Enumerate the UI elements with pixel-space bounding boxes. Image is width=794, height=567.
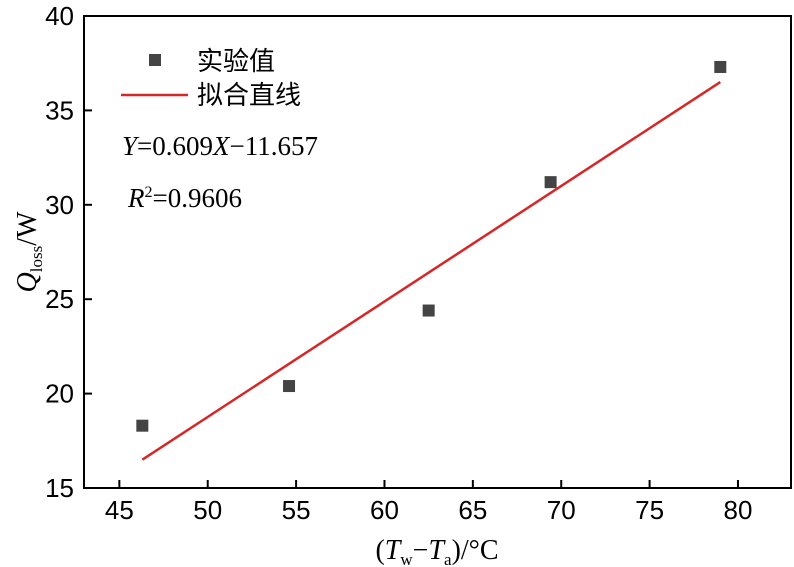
legend-marker-square bbox=[149, 54, 161, 66]
x-title-open-paren: ( bbox=[375, 535, 384, 566]
y-title-q: Q bbox=[12, 272, 43, 292]
fit-line bbox=[141, 81, 721, 461]
x-title-t-a: T bbox=[428, 535, 446, 566]
x-tick-label: 70 bbox=[547, 495, 576, 525]
x-tick-label: 55 bbox=[282, 495, 311, 525]
x-axis-title: (Tw−Ta)/°C bbox=[375, 535, 498, 567]
x-title-sub-a: a bbox=[444, 550, 452, 567]
x-title-t-w: T bbox=[385, 535, 403, 566]
r2-superscript: 2 bbox=[145, 184, 153, 201]
plot-axes bbox=[83, 15, 792, 489]
x-axis-ticks: 45 50 55 60 65 70 75 80 bbox=[105, 480, 753, 525]
y-tick-label: 30 bbox=[45, 190, 74, 220]
equation-x-symbol: X bbox=[212, 131, 231, 161]
x-title-unit: )/°C bbox=[452, 535, 499, 566]
y-tick-label: 35 bbox=[45, 95, 74, 125]
y-tick-label: 20 bbox=[45, 379, 74, 409]
fit-line-series bbox=[141, 81, 721, 461]
data-point bbox=[714, 60, 727, 73]
legend-label-fit: 拟合直线 bbox=[197, 81, 301, 111]
x-tick-label: 75 bbox=[635, 495, 664, 525]
y-axis-ticks: 15 20 25 30 35 40 bbox=[45, 1, 92, 503]
x-tick-label: 80 bbox=[724, 495, 753, 525]
data-point bbox=[136, 419, 149, 432]
x-tick-label: 50 bbox=[193, 495, 222, 525]
legend-label-experimental: 实验值 bbox=[197, 47, 275, 77]
y-tick-label: 25 bbox=[45, 284, 74, 314]
data-point bbox=[544, 176, 557, 189]
y-title-sub-loss: loss bbox=[27, 246, 46, 272]
r-squared-annotation: R2=0.9606 bbox=[127, 183, 242, 213]
equation-y-symbol: Y bbox=[122, 131, 140, 161]
y-tick-label: 15 bbox=[45, 473, 74, 503]
data-point bbox=[422, 304, 435, 317]
r2-r-symbol: R bbox=[127, 183, 145, 213]
data-point bbox=[283, 380, 296, 393]
x-tick-label: 60 bbox=[370, 495, 399, 525]
experimental-points-series bbox=[136, 60, 727, 432]
legend: 实验值 拟合直线 bbox=[121, 47, 301, 111]
x-tick-label: 65 bbox=[458, 495, 487, 525]
regression-equation: Y=0.609X−11.657 bbox=[122, 131, 318, 161]
x-title-minus: − bbox=[413, 535, 429, 566]
x-tick-label: 45 bbox=[105, 495, 134, 525]
r2-value: =0.9606 bbox=[153, 183, 242, 213]
y-tick-label: 40 bbox=[45, 1, 74, 31]
plot-frame bbox=[83, 15, 792, 489]
y-axis-title: Qloss/W bbox=[12, 211, 46, 292]
equation-intercept: −11.657 bbox=[230, 131, 318, 161]
y-title-unit: /W bbox=[12, 211, 43, 246]
x-title-sub-w: w bbox=[400, 550, 413, 567]
equation-slope: =0.609 bbox=[137, 131, 213, 161]
